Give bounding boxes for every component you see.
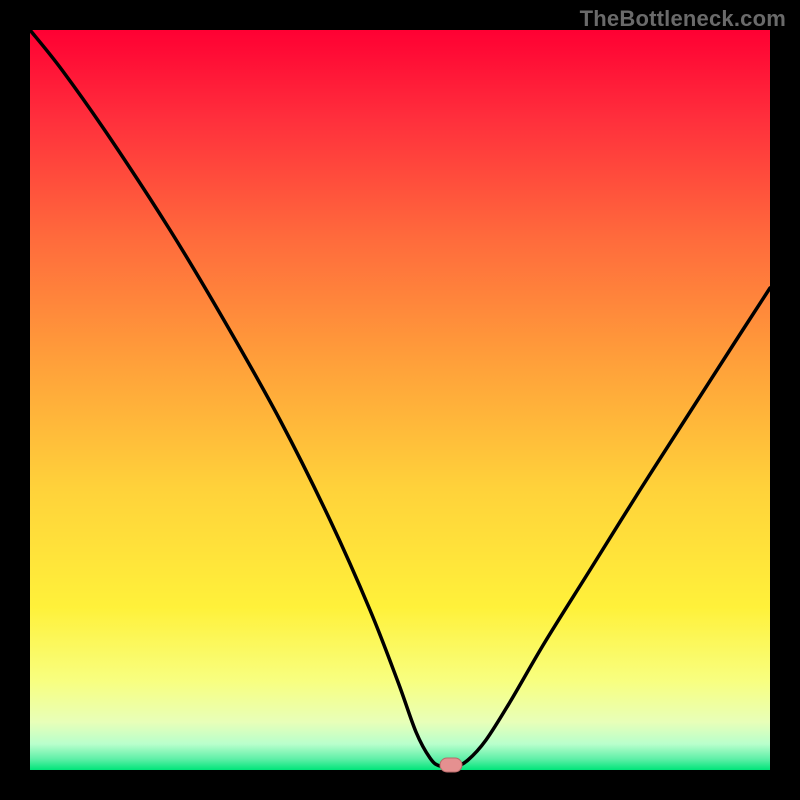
chart-svg [0, 0, 800, 800]
chart-stage: TheBottleneck.com [0, 0, 800, 800]
watermark-label: TheBottleneck.com [580, 6, 786, 32]
optimum-marker [440, 758, 462, 772]
plot-area [30, 30, 770, 770]
